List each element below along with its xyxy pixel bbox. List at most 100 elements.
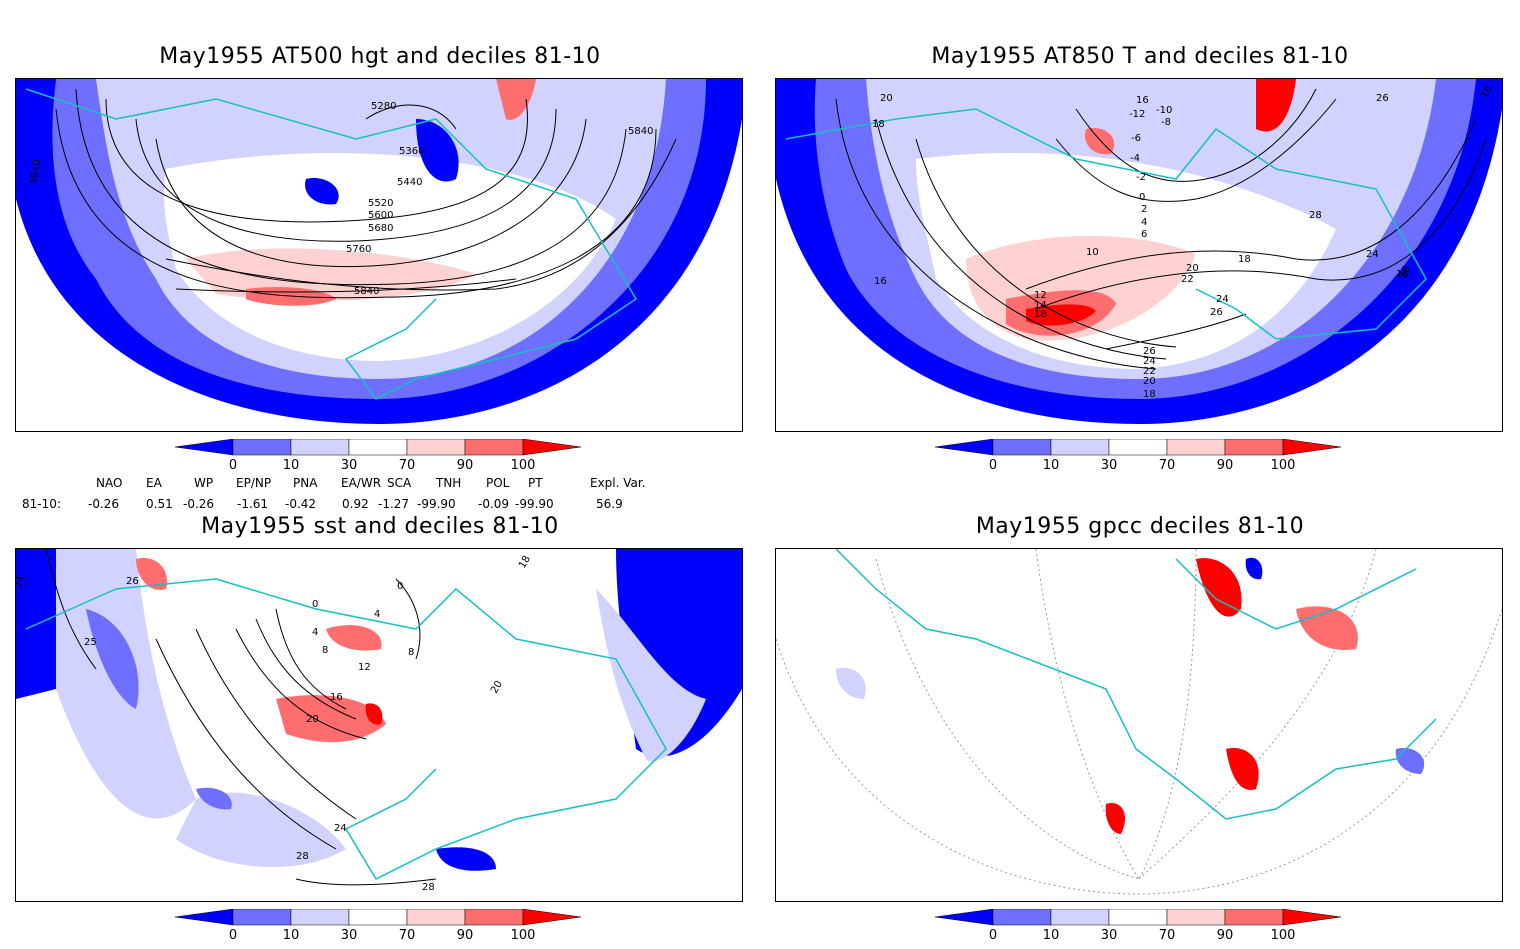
decile-fill-near-low-east <box>596 589 706 762</box>
colorbar-tick: 100 <box>1270 928 1296 943</box>
colorbar-swatch <box>232 909 292 926</box>
index-value: -0.26 <box>183 497 215 511</box>
hgt-contour <box>105 98 528 223</box>
contour-label: 24 <box>334 823 347 834</box>
hgt-contour <box>165 138 677 291</box>
contour-label: 20 <box>489 679 505 696</box>
index-header: EA <box>146 476 162 490</box>
map-panel-t850: 20 18 16 -12 -10 -8 -6 -4 -2 0 2 4 6 10 … <box>775 78 1503 432</box>
contour-label: 5840 <box>628 126 653 137</box>
decile-fill-low-atlantic <box>305 178 339 205</box>
sst-contour <box>45 549 97 670</box>
decile-fill-max <box>1226 748 1259 790</box>
contour-label: 18 <box>1238 254 1251 265</box>
temp-contour <box>875 118 1167 360</box>
colorbar-arrow-low <box>175 909 234 926</box>
colorbar-swatches <box>935 439 1342 456</box>
panel-title-sst: May1955 sst and deciles 81-10 <box>201 514 559 539</box>
colorbar-swatch <box>1050 439 1110 456</box>
colorbar-tick: 90 <box>1216 928 1234 943</box>
sst-contour <box>255 618 357 720</box>
index-row-label: 81-10: <box>22 497 61 511</box>
contour-label: 16 <box>1396 269 1409 280</box>
panel-title-t850: May1955 AT850 T and deciles 81-10 <box>931 44 1349 69</box>
index-header: POL <box>486 476 510 490</box>
temp-contour <box>1025 118 1477 290</box>
colorbar-swatch <box>290 909 350 926</box>
colorbar-swatches <box>175 909 582 926</box>
colorbar-tick: 30 <box>1100 458 1118 473</box>
colorbar-tick: 100 <box>1270 458 1296 473</box>
colorbar-tick: 70 <box>398 458 416 473</box>
colorbar-top-right: 0 10 30 70 90 100 <box>935 439 1355 479</box>
map-sst: 24 26 25 0 4 8 12 16 20 24 28 28 4 8 0 1… <box>16 549 742 893</box>
colorbar-swatch <box>992 909 1052 926</box>
sst-contour <box>195 628 357 820</box>
contour-label: 6 <box>1141 229 1147 240</box>
sst-contour <box>295 878 437 886</box>
colorbar-tick: 70 <box>1158 928 1176 943</box>
colorbar-bottom-left: 0 10 30 70 90 100 <box>175 909 595 949</box>
hgt-contour <box>55 108 657 299</box>
contour-label: 8 <box>408 647 414 658</box>
decile-fill-mid-low <box>86 609 139 709</box>
hgt-contour <box>175 278 517 293</box>
contour-label: 22 <box>1181 274 1194 285</box>
colorbar-tick: 0 <box>228 928 238 943</box>
colorbar-swatch <box>1108 439 1168 456</box>
temp-contour <box>1035 138 1487 310</box>
contour-label: 26 <box>1210 307 1223 318</box>
hgt-contour <box>155 118 587 268</box>
contour-label: 18 <box>1034 309 1047 320</box>
contour-label: 25 <box>84 637 97 648</box>
colorbar-arrow-high <box>1282 909 1342 926</box>
colorbar-arrow-low <box>935 439 994 456</box>
contour-label: 0 <box>312 599 318 610</box>
coastline <box>835 549 1437 820</box>
colorbar-swatch <box>992 439 1052 456</box>
map-gpcc <box>776 549 1502 895</box>
index-value: -99.90 <box>515 497 554 511</box>
colorbar-swatch <box>1050 909 1110 926</box>
contour-label: -12 <box>1129 109 1145 120</box>
index-header: PT <box>528 476 543 490</box>
decile-fill-max-north <box>1256 79 1296 132</box>
decile-fill-near-low <box>836 668 866 699</box>
contour-label: 16 <box>1136 95 1149 106</box>
colorbar-swatch <box>232 439 292 456</box>
graticule <box>1138 549 1377 880</box>
panel-title-hgt500: May1955 AT500 hgt and deciles 81-10 <box>159 44 601 69</box>
colorbar-swatch <box>406 439 466 456</box>
colorbar-tick: 70 <box>398 928 416 943</box>
contour-label: 24 <box>16 575 27 589</box>
colorbar-swatch <box>348 909 408 926</box>
colorbar-swatches <box>935 909 1342 926</box>
colorbar-swatch <box>1224 439 1284 456</box>
decile-fill-high <box>1296 606 1358 650</box>
sst-contour <box>235 628 367 740</box>
index-value: -0.09 <box>478 497 510 511</box>
coastline <box>25 88 638 400</box>
decile-fill-mid-low <box>1395 748 1425 774</box>
colorbar-swatches <box>175 439 582 456</box>
temp-contour <box>1105 313 1247 350</box>
colorbar-swatch <box>1166 439 1226 456</box>
temp-contour <box>1075 88 1317 182</box>
decile-fill-max <box>1196 558 1242 617</box>
contour-label: 18 <box>517 554 533 571</box>
colorbar-tick: 90 <box>456 458 474 473</box>
colorbar-tick: 0 <box>988 458 998 473</box>
graticule <box>1035 549 1140 880</box>
contour-label: -10 <box>1156 105 1172 116</box>
contour-label: 26 <box>1143 346 1156 357</box>
colorbar-swatch <box>464 439 524 456</box>
index-header: TNH <box>436 476 462 490</box>
hgt-contour <box>75 88 627 286</box>
contour-label: 5600 <box>368 210 393 221</box>
decile-fill-high-northwest <box>136 558 167 590</box>
decile-fill-mid-low-south <box>196 787 232 810</box>
contour-label: 28 <box>296 851 309 862</box>
contour-label: 0 <box>1139 192 1145 203</box>
contour-label: 28 <box>422 882 435 893</box>
hgt-contour <box>135 108 557 242</box>
